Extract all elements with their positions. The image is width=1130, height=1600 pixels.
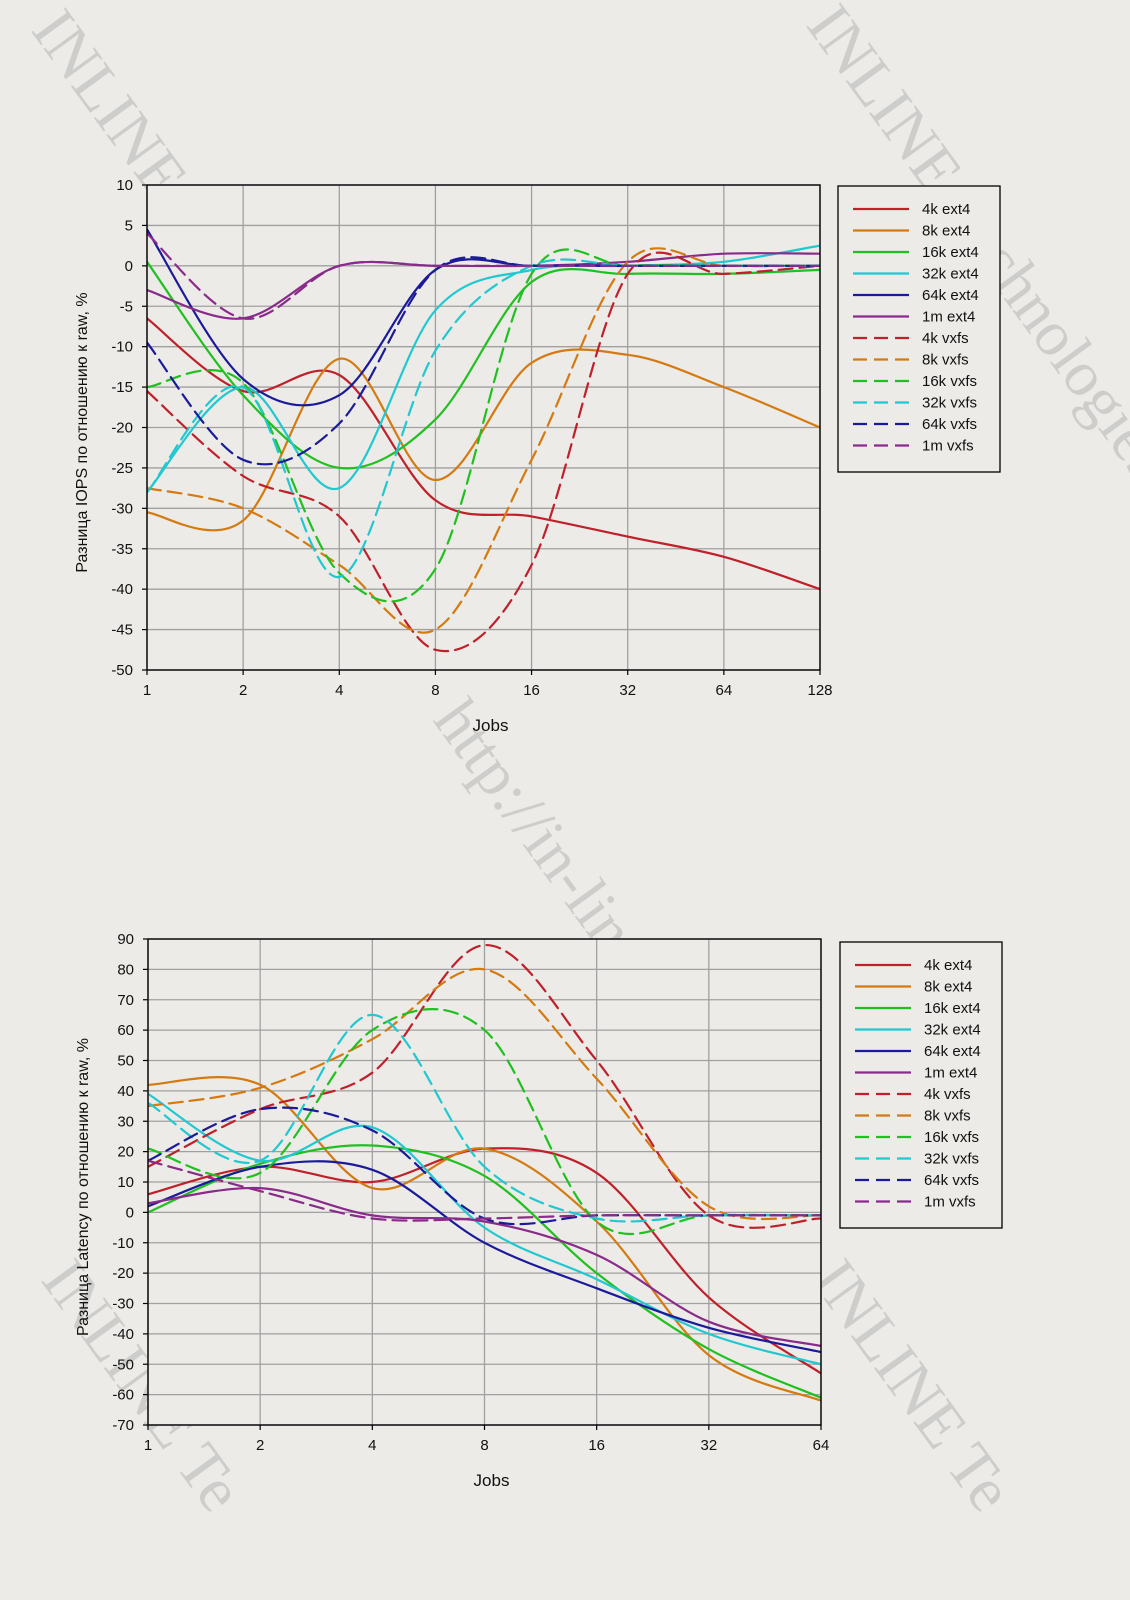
legend: 4k ext4 8k ext4 16k ext4 32k ext4 64k ext4 1m… [839, 941, 1003, 1229]
y-tick-label: 30 [117, 1113, 134, 1130]
y-tick-label: -20 [112, 1265, 134, 1282]
watermark-bottom-right: INLINE Te [799, 1246, 1028, 1523]
legend-label: 32k vxfs [922, 395, 977, 412]
x-tick-label: 2 [239, 682, 247, 699]
series-line-1m-ext4 [148, 1186, 821, 1348]
x-tick-label: 1 [144, 1437, 152, 1454]
y-axis-label: Разница IOPS по отношению к raw, % [74, 292, 91, 572]
legend-label: 8k ext4 [924, 979, 972, 996]
x-tick-label: 8 [431, 682, 439, 699]
x-tick-label: 8 [480, 1437, 488, 1454]
x-tick-label: 1 [143, 682, 151, 699]
series-group [147, 228, 820, 653]
x-tick-label: 2 [256, 1437, 264, 1454]
x-tick-label: 16 [523, 682, 540, 699]
y-tick-label: 60 [117, 1022, 134, 1039]
y-tick-label: 70 [117, 992, 134, 1009]
latency-chart: 90 80 70 60 50 40 30 20 10 0 -10 -20 -30 -40 -50 -60 -70… [75, 931, 1003, 1490]
y-tick-label: -50 [111, 662, 133, 679]
legend-label: 64k vxfs [922, 416, 977, 433]
iops-chart: 10 5 0 -5 -10 -15 -20 -25 -30 -35 -40 -45 -50 1 2 4 8 16 3… [74, 177, 1001, 735]
legend-label: 4k vxfs [922, 330, 969, 347]
x-tick-label: 64 [716, 682, 733, 699]
series-line-4k-ext4 [147, 317, 820, 591]
plot-frame [146, 184, 821, 671]
legend-label: 16k ext4 [922, 244, 979, 261]
y-tick-label: 10 [117, 1174, 134, 1191]
legend-label: 64k ext4 [924, 1043, 981, 1060]
series-line-8k-vxfs [148, 967, 821, 1221]
x-tick-label: 4 [368, 1437, 376, 1454]
legend-label: 1m vxfs [922, 438, 974, 455]
legend-label: 1m ext4 [924, 1065, 977, 1082]
x-tick-label: 32 [700, 1437, 717, 1454]
x-axis-label: Jobs [473, 716, 509, 735]
y-tick-label: -30 [111, 500, 133, 517]
x-tick-label: 32 [619, 682, 636, 699]
legend-label: 16k vxfs [924, 1129, 979, 1146]
y-tick-label: -40 [111, 581, 133, 598]
y-tick-label: 20 [117, 1144, 134, 1161]
legend-label: 1m ext4 [922, 309, 975, 326]
y-tick-label: -50 [112, 1356, 134, 1373]
y-tick-label: 50 [117, 1053, 134, 1070]
y-tick-label: -10 [111, 339, 133, 356]
y-tick-label: -20 [111, 420, 133, 437]
series-line-4k-vxfs [148, 943, 821, 1229]
y-tick-label: 10 [116, 177, 133, 194]
y-tick-label: 5 [125, 217, 133, 234]
legend: 4k ext4 8k ext4 16k ext4 32k ext4 64k ext4 1m… [837, 185, 1001, 473]
series-line-64k-ext4 [148, 1160, 821, 1354]
legend-label: 16k vxfs [922, 373, 977, 390]
y-tick-label: -10 [112, 1235, 134, 1252]
x-tick-label: 64 [813, 1437, 830, 1454]
legend-label: 4k ext4 [922, 201, 970, 218]
legend-label: 8k ext4 [922, 223, 970, 240]
y-tick-label: -60 [112, 1387, 134, 1404]
y-tick-label: -40 [112, 1326, 134, 1343]
legend-label: 32k ext4 [924, 1022, 981, 1039]
y-tick-label: 90 [117, 931, 134, 948]
legend-label: 64k vxfs [924, 1172, 979, 1189]
y-tick-label: -15 [111, 379, 133, 396]
series-line-4k-vxfs [147, 251, 820, 653]
legend-label: 1m vxfs [924, 1194, 976, 1211]
y-tick-label: -45 [111, 622, 133, 639]
legend-label: 8k vxfs [922, 352, 969, 369]
legend-label: 16k ext4 [924, 1000, 981, 1017]
x-axis-label: Jobs [474, 1471, 510, 1490]
legend-label: 32k ext4 [922, 266, 979, 283]
legend-label: 8k vxfs [924, 1108, 971, 1125]
y-axis-label: Разница Latency по отношению к raw, % [75, 1038, 92, 1336]
y-tick-label: -5 [120, 298, 133, 315]
y-tick-label: -30 [112, 1296, 134, 1313]
series-group [148, 943, 821, 1402]
legend-label: 64k ext4 [922, 287, 979, 304]
y-tick-label: 0 [126, 1204, 134, 1221]
y-tick-label: 80 [117, 961, 134, 978]
legend-label: 32k vxfs [924, 1151, 979, 1168]
x-tick-label: 128 [807, 682, 832, 699]
y-tick-label: 0 [125, 258, 133, 275]
legend-label: 4k vxfs [924, 1086, 971, 1103]
plot-frame [147, 938, 822, 1426]
series-line-1m-vxfs [148, 1159, 821, 1222]
x-tick-label: 16 [588, 1437, 605, 1454]
series-line-8k-ext4 [147, 348, 820, 532]
y-tick-label: -70 [112, 1417, 134, 1434]
series-line-32k-vxfs [147, 258, 820, 579]
y-tick-label: -35 [111, 541, 133, 558]
series-line-16k-ext4 [147, 260, 820, 470]
series-line-8k-vxfs [147, 247, 820, 634]
series-line-16k-ext4 [148, 1144, 821, 1399]
y-tick-label: -25 [111, 460, 133, 477]
series-line-64k-vxfs [147, 256, 820, 466]
x-tick-label: 4 [335, 682, 343, 699]
legend-label: 4k ext4 [924, 957, 972, 974]
series-line-1m-vxfs [147, 232, 820, 320]
y-tick-label: 40 [117, 1083, 134, 1100]
